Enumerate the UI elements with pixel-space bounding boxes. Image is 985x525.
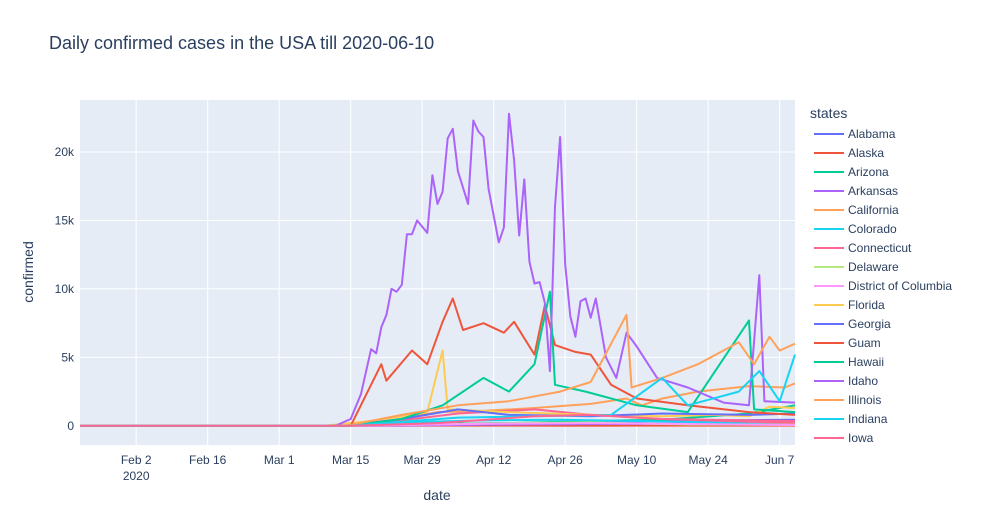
x-tick-year-label: 2020 [123,469,150,483]
legend-item-district-of-columbia[interactable]: District of Columbia [806,277,952,296]
legend-swatch [814,133,844,135]
legend-item-delaware[interactable]: Delaware [806,258,899,277]
series-line-illinois [80,313,796,427]
y-tick-label: 15k [55,213,75,227]
y-tick-label: 20k [55,145,75,159]
legend-swatch [814,152,844,154]
legend-item-arkansas[interactable]: Arkansas [806,182,898,201]
y-axis-title: confirmed [20,241,36,302]
legend-title: states [810,105,848,121]
legend-label: Connecticut [848,241,912,255]
legend-label: Illinois [848,393,882,407]
legend-label: Georgia [848,317,891,331]
y-tick-label: 10k [55,282,75,296]
x-tick-label: Mar 1 [264,453,295,467]
legend-item-florida[interactable]: Florida [806,296,885,315]
legend-label: California [848,203,899,217]
legend-items: Alabama Alaska Arizona Arkansas California Co… [806,125,952,448]
legend-item-alaska[interactable]: Alaska [806,144,884,163]
legend-label: Arizona [848,165,889,179]
legend-item-alabama[interactable]: Alabama [806,125,895,144]
chart-title: Daily confirmed cases in the USA till 20… [49,33,435,53]
x-tick-label: May 10 [617,453,657,467]
legend-swatch [814,171,844,173]
legend-item-idaho[interactable]: Idaho [806,372,878,391]
legend-label: Florida [848,298,885,312]
series-line-guam [80,297,796,427]
series-line-indiana [80,354,796,427]
x-axis-title: date [423,487,450,503]
legend-swatch [814,190,844,192]
legend: states Alabama Alaska Arizona Arkansas Calif… [806,104,952,448]
tick-labels: 0 5k 10k 15k 20k Feb 2 2020 Feb 16 Mar 1 Mar 15 Ma… [55,145,795,483]
series-line-iowa [80,413,796,427]
legend-item-indiana[interactable]: Indiana [806,410,887,429]
legend-label: Guam [848,336,881,350]
legend-swatch [814,437,844,439]
series-lines [80,112,796,427]
legend-swatch [814,266,844,268]
legend-swatch [814,228,844,230]
legend-label: Colorado [848,222,897,236]
legend-label: Alaska [848,146,885,160]
legend-label: Hawaii [848,355,885,369]
legend-item-connecticut[interactable]: Connecticut [806,239,911,258]
x-tick-label: May 24 [688,453,728,467]
legend-label: Delaware [848,260,899,274]
legend-swatch [814,285,844,287]
legend-swatch [814,418,844,420]
x-tick-label: Mar 29 [403,453,441,467]
legend-swatch [814,399,844,401]
legend-swatch [814,304,844,306]
x-tick-label: Jun 7 [765,453,795,467]
legend-item-california[interactable]: California [806,201,899,220]
x-tick-label: Apr 12 [476,453,512,467]
series-line-hawaii [80,290,796,427]
legend-swatch [814,247,844,249]
y-tick-label: 0 [67,419,74,433]
legend-item-colorado[interactable]: Colorado [806,220,897,239]
legend-label: Indiana [848,412,888,426]
legend-swatch [814,342,844,344]
legend-label: District of Columbia [848,279,953,293]
legend-item-guam[interactable]: Guam [806,334,881,353]
x-tick-label: Feb 2 [121,453,152,467]
legend-swatch [814,380,844,382]
x-tick-label: Apr 26 [547,453,583,467]
legend-label: Alabama [848,127,896,141]
legend-item-georgia[interactable]: Georgia [806,315,891,334]
legend-item-hawaii[interactable]: Hawaii [806,353,884,372]
legend-item-iowa[interactable]: Iowa [806,429,873,448]
plot-area [80,100,795,445]
legend-label: Iowa [848,431,874,445]
y-tick-label: 5k [61,350,75,364]
legend-item-illinois[interactable]: Illinois [806,391,881,410]
legend-label: Arkansas [848,184,899,198]
x-tick-label: Feb 16 [189,453,227,467]
legend-label: Idaho [848,374,879,388]
x-tick-label: Mar 15 [332,453,370,467]
legend-swatch [814,323,844,325]
legend-item-arizona[interactable]: Arizona [806,163,889,182]
legend-swatch [814,361,844,363]
series-line-idaho [80,112,796,427]
legend-swatch [814,209,844,211]
